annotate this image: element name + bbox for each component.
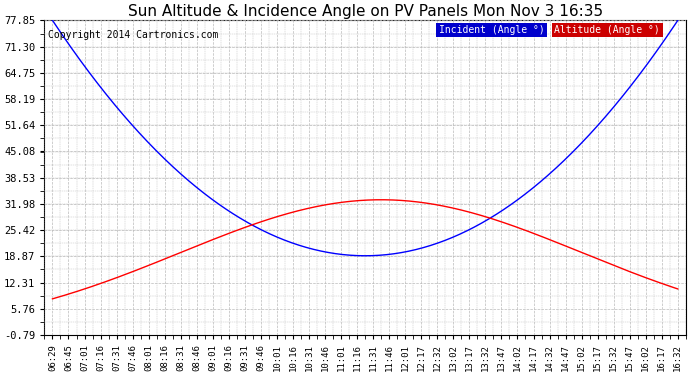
Text: Incident (Angle °): Incident (Angle °) <box>439 25 544 35</box>
Text: Copyright 2014 Cartronics.com: Copyright 2014 Cartronics.com <box>48 30 218 40</box>
Text: Altitude (Angle °): Altitude (Angle °) <box>554 25 660 35</box>
Title: Sun Altitude & Incidence Angle on PV Panels Mon Nov 3 16:35: Sun Altitude & Incidence Angle on PV Pan… <box>128 4 602 19</box>
